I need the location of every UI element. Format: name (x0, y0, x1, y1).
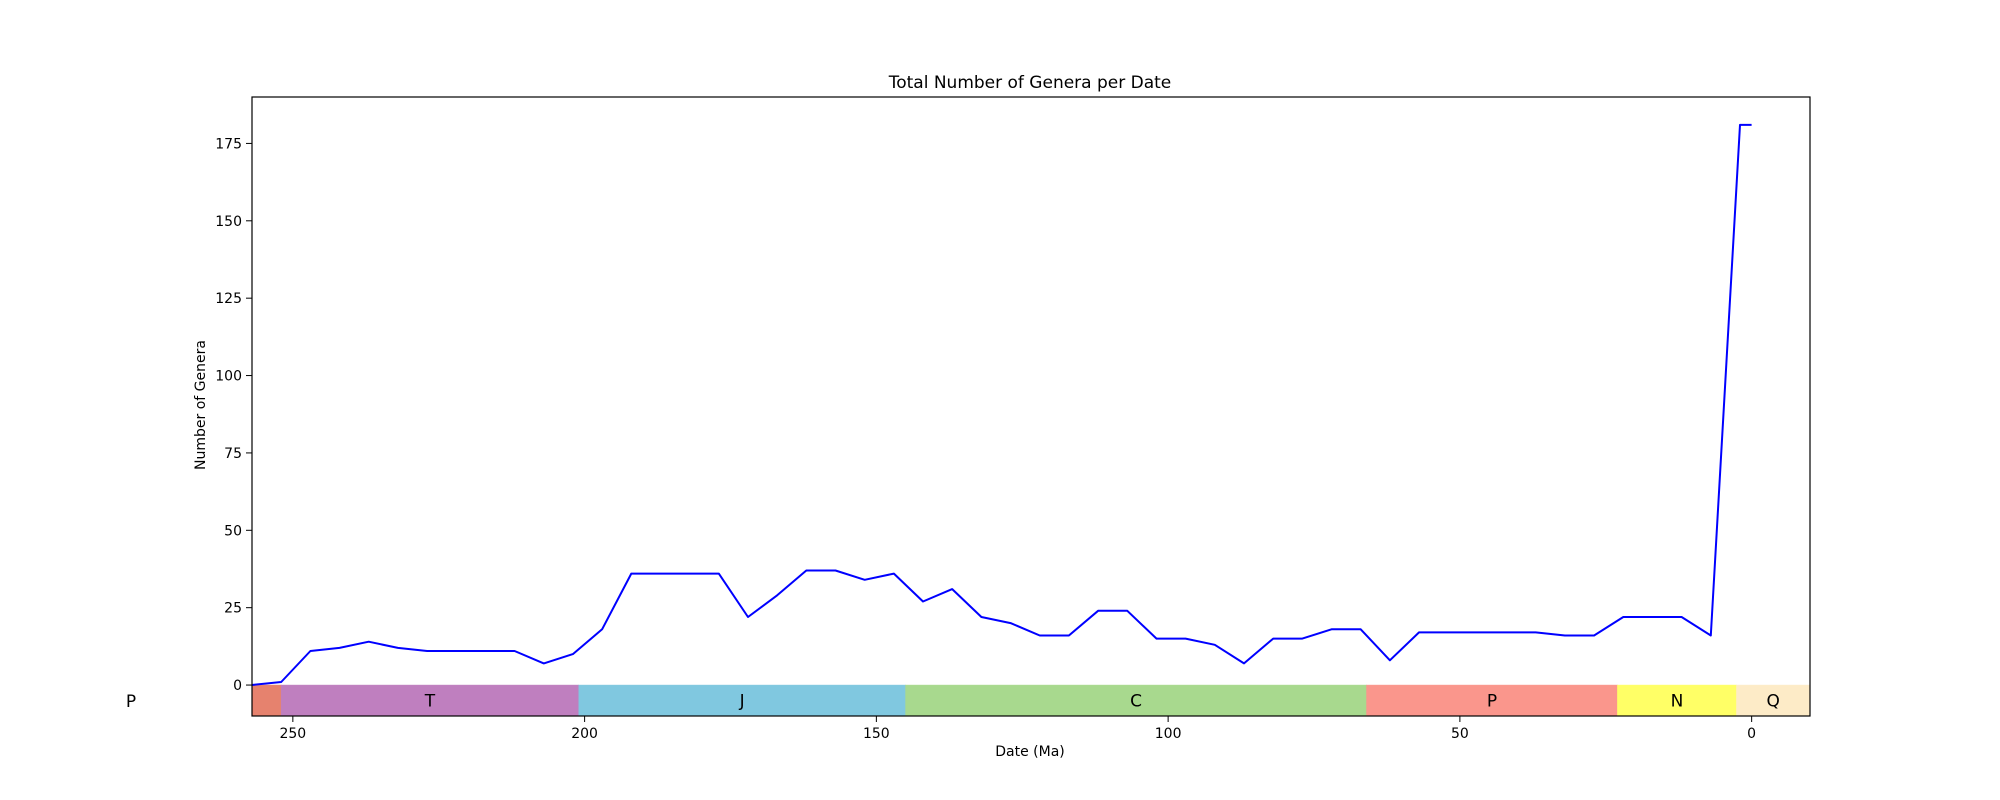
period-label: C (1130, 692, 1142, 712)
x-tick-label: 150 (863, 726, 890, 742)
period-band (1366, 684, 1618, 717)
period-label: J (739, 692, 745, 712)
period-band (1736, 684, 1811, 717)
data-series (251, 123, 1752, 686)
y-tick-label: 75 (224, 446, 242, 462)
period-band (251, 684, 282, 717)
x-tick-label: 100 (1155, 726, 1182, 742)
x-tick-label: 250 (279, 726, 306, 742)
period-band (578, 684, 906, 717)
plot-frame (251, 96, 1811, 717)
y-tick-label: 175 (215, 136, 242, 152)
x-tick-label: 0 (1747, 726, 1756, 742)
period-label: T (424, 692, 436, 712)
outer-period-label: P (126, 692, 136, 712)
period-band (1617, 684, 1737, 717)
x-axis-label: Date (Ma) (995, 744, 1065, 760)
period-label: N (1671, 692, 1684, 712)
y-tick-label: 150 (215, 214, 242, 230)
series-line (251, 123, 1752, 686)
axis-ticks: 250 200 150 100 50 0 0 25 50 75 100 125 150 175 (215, 136, 1756, 742)
y-tick-label: 0 (233, 678, 242, 694)
period-label: P (1487, 692, 1497, 712)
period-band (905, 684, 1367, 717)
y-tick-label: 25 (224, 601, 242, 617)
y-tick-label: 125 (215, 291, 242, 307)
x-tick-label: 50 (1451, 726, 1469, 742)
y-tick-label: 50 (224, 523, 242, 539)
y-axis-label: Number of Genera (193, 340, 209, 470)
period-label: Q (1767, 692, 1780, 712)
chart-title: Total Number of Genera per Date (888, 73, 1172, 93)
x-tick-label: 200 (571, 726, 598, 742)
period-band (280, 684, 580, 717)
y-tick-label: 100 (215, 369, 242, 385)
